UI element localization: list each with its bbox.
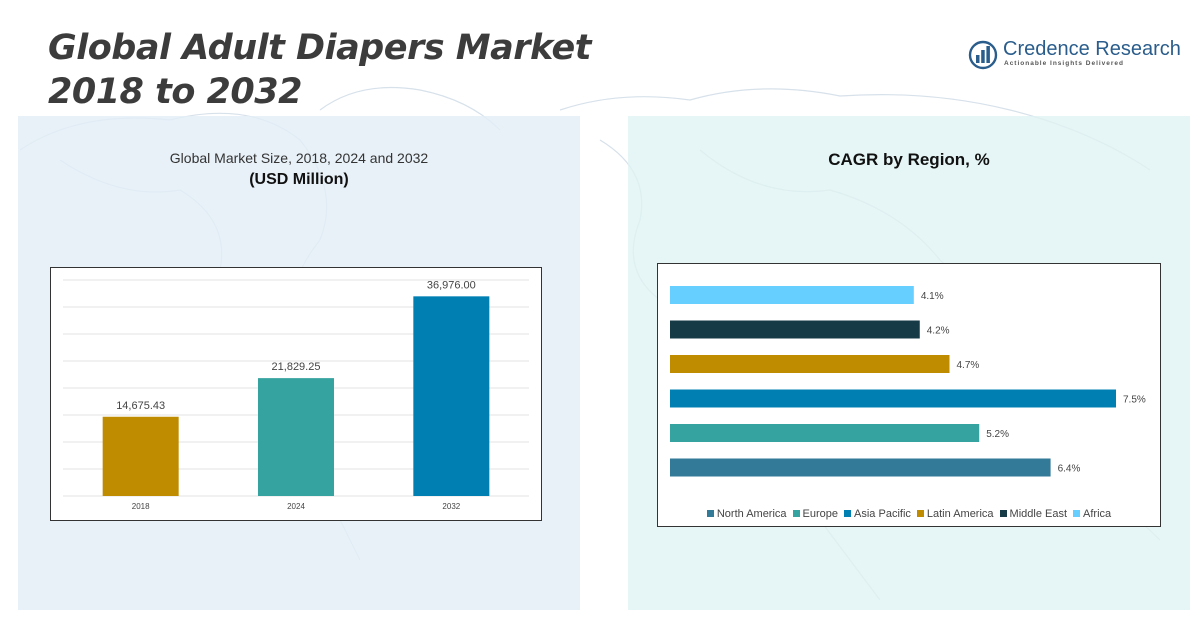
bar-2024 — [258, 378, 334, 496]
bar-value-label: 14,675.43 — [116, 400, 165, 412]
market-size-chart: 14,675.43 2018 21,829.25 2024 36,976.00 2032 — [50, 267, 542, 521]
bar-middle-east — [670, 320, 920, 339]
legend-swatch — [1073, 510, 1081, 517]
bar-value-label: 4.2% — [927, 326, 950, 337]
bar-africa — [670, 286, 914, 304]
market-size-panel: Global Market Size, 2018, 2024 and 2032 … — [18, 116, 580, 610]
bar-value-label: 36,976.00 — [427, 279, 476, 291]
legend-item: Europe — [792, 508, 839, 520]
title-line-1: Global Adult Diapers Market — [48, 28, 591, 68]
logo-tagline: Actionable Insights Delivered — [1004, 60, 1125, 67]
market-size-bar-chart: 14,675.43 2018 21,829.25 2024 36,976.00 2032 — [63, 279, 529, 511]
bar-value-label: 4.7% — [956, 360, 979, 371]
bar-value-label: 5.2% — [986, 429, 1009, 440]
legend-label: Asia Pacific — [854, 508, 911, 520]
x-tick-label: 2018 — [132, 502, 150, 511]
market-size-unit: (USD Million) — [249, 171, 349, 188]
bar-latin-america — [670, 355, 950, 373]
bar-value-label: 21,829.25 — [272, 361, 321, 373]
legend-item: Asia Pacific — [844, 508, 911, 520]
legend-label: Latin America — [926, 508, 994, 520]
bar-asia-pacific — [670, 389, 1116, 408]
page-title: Global Adult Diapers Market 2018 to 2032 — [48, 26, 591, 114]
legend-item: Middle East — [999, 508, 1068, 520]
cagr-title: CAGR by Region, % — [828, 150, 990, 169]
legend-swatch — [844, 510, 852, 517]
x-tick-label: 2024 — [287, 502, 305, 511]
legend-swatch — [999, 510, 1007, 517]
bar-europe — [670, 424, 980, 442]
bar-value-label: 6.4% — [1058, 464, 1081, 475]
legend-swatch — [792, 510, 800, 517]
bar-2018 — [102, 416, 179, 496]
cagr-panel: CAGR by Region, % 4.1% 4.2% 4.7% 7.5% 5.2% 6.… — [628, 116, 1190, 610]
cagr-horizontal-bar-chart: 4.1% 4.2% 4.7% 7.5% 5.2% 6.4% — [670, 286, 1146, 477]
legend-label: Africa — [1083, 508, 1112, 520]
legend-label: Europe — [802, 508, 839, 520]
cagr-chart: 4.1% 4.2% 4.7% 7.5% 5.2% 6.4% North America Eu… — [657, 263, 1161, 527]
bar-value-label: 7.5% — [1123, 395, 1146, 406]
bar-chart-logo-icon — [968, 40, 998, 70]
bar-2032 — [413, 296, 490, 496]
x-tick-label: 2032 — [442, 502, 460, 511]
market-size-subtitle: Global Market Size, 2018, 2024 and 2032 — [169, 150, 429, 166]
legend-item: Latin America — [916, 508, 994, 520]
legend-item: Africa — [1073, 508, 1111, 520]
logo-name: Credence Research — [1003, 38, 1181, 60]
legend-swatch — [916, 510, 924, 517]
legend-label: Middle East — [1009, 508, 1068, 520]
cagr-legend: North America Europe Asia Pacific Latin Ame… — [658, 508, 1160, 520]
title-line-2: 2018 to 2032 — [48, 72, 302, 112]
bar-value-label: 4.1% — [921, 291, 944, 302]
credence-research-logo: Credence Research Actionable Insights De… — [968, 38, 1181, 74]
legend-item: North America — [706, 508, 787, 520]
bar-north-america — [670, 458, 1051, 477]
legend-label: North America — [716, 508, 787, 520]
legend-swatch — [706, 510, 714, 517]
